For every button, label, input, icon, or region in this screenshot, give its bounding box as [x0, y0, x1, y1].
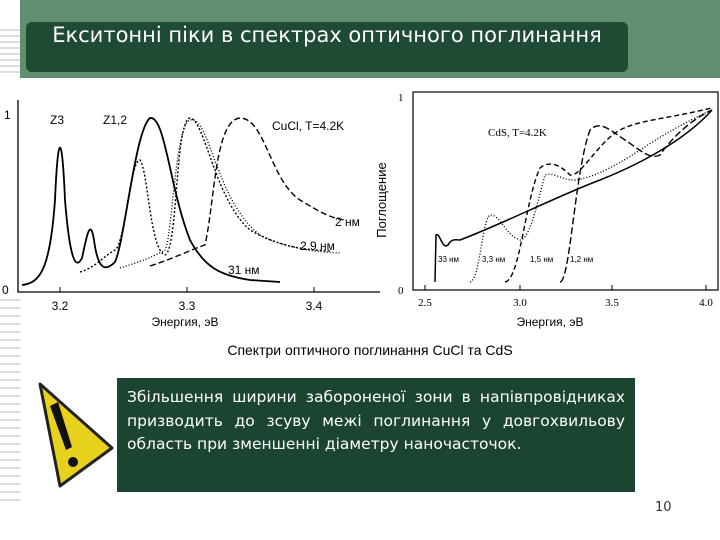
- page-number: 10: [655, 500, 672, 515]
- annotation: 2 нм: [335, 215, 360, 229]
- title: Екситонні піки в спектрах оптичного погл…: [26, 22, 628, 72]
- right-x-label: 3.5: [605, 297, 619, 309]
- annotation: 1,5 нм: [530, 255, 553, 264]
- right-y-label: 1: [398, 92, 404, 104]
- annotation: CuCl, T=4.2K: [272, 119, 344, 133]
- right-figure: [412, 91, 719, 291]
- left-y-label: 1: [4, 108, 11, 122]
- note: Збільшення ширини забороненої зони в нап…: [117, 378, 635, 492]
- annotation: Z1,2: [103, 113, 127, 127]
- stripes: [0, 29, 20, 501]
- left-figure: [17, 100, 380, 293]
- annotation: 2.9 нм: [300, 239, 335, 253]
- annotation: Z3: [50, 113, 64, 127]
- annotation: 31 нм: [228, 263, 260, 277]
- caption: Спектри оптичного поглинання CuCl та CdS: [227, 342, 513, 358]
- left-y-label: 0: [2, 283, 9, 297]
- annotation: 1,2 нм: [570, 255, 593, 264]
- right-x-label: 3.0: [513, 297, 527, 309]
- right-x-label: 4.0: [699, 297, 713, 309]
- right-x-label: 2.5: [418, 297, 432, 309]
- warning-icon: [38, 382, 114, 488]
- left-x-label: 3.4: [306, 299, 323, 313]
- right-y-title: Поглощение: [374, 162, 389, 237]
- left-axis-title: Энергия, эВ: [152, 315, 219, 329]
- left-x-label: 3.3: [179, 299, 196, 313]
- annotation: CdS, T=4.2K: [488, 127, 547, 139]
- left-x-label: 3.2: [52, 299, 69, 313]
- annotation: 33 нм: [438, 255, 459, 264]
- right-y-label: 0: [398, 285, 404, 297]
- right-axis-title: Энергия, эВ: [517, 315, 584, 329]
- annotation: 3,3 нм: [482, 255, 505, 264]
